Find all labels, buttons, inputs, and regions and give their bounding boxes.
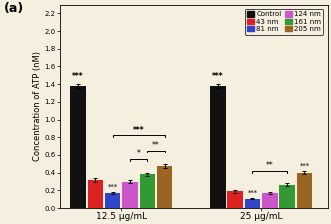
Bar xyxy=(210,86,225,208)
Text: ***: *** xyxy=(248,190,258,196)
Text: ***: *** xyxy=(212,72,224,81)
Legend: Control, 43 nm, 81 nm, 124 nm, 161 nm, 205 nm: Control, 43 nm, 81 nm, 124 nm, 161 nm, 2… xyxy=(245,9,323,34)
Bar xyxy=(245,199,260,208)
Text: ***: *** xyxy=(108,184,118,190)
Bar xyxy=(262,193,277,208)
Bar xyxy=(122,181,138,208)
Y-axis label: Concentration of ATP (nM): Concentration of ATP (nM) xyxy=(33,51,42,161)
Text: **: ** xyxy=(266,161,274,170)
Bar xyxy=(227,191,243,208)
Text: **: ** xyxy=(152,141,160,150)
Bar xyxy=(157,166,172,208)
Bar xyxy=(71,86,86,208)
Text: *: * xyxy=(137,149,141,159)
Bar xyxy=(140,174,155,208)
Bar xyxy=(297,173,312,208)
Bar xyxy=(88,180,103,208)
Text: ***: *** xyxy=(72,72,84,81)
Text: (a): (a) xyxy=(4,2,24,15)
Text: ***: *** xyxy=(133,126,145,135)
Bar xyxy=(279,185,295,208)
Text: ***: *** xyxy=(300,162,309,168)
Bar xyxy=(105,193,120,208)
